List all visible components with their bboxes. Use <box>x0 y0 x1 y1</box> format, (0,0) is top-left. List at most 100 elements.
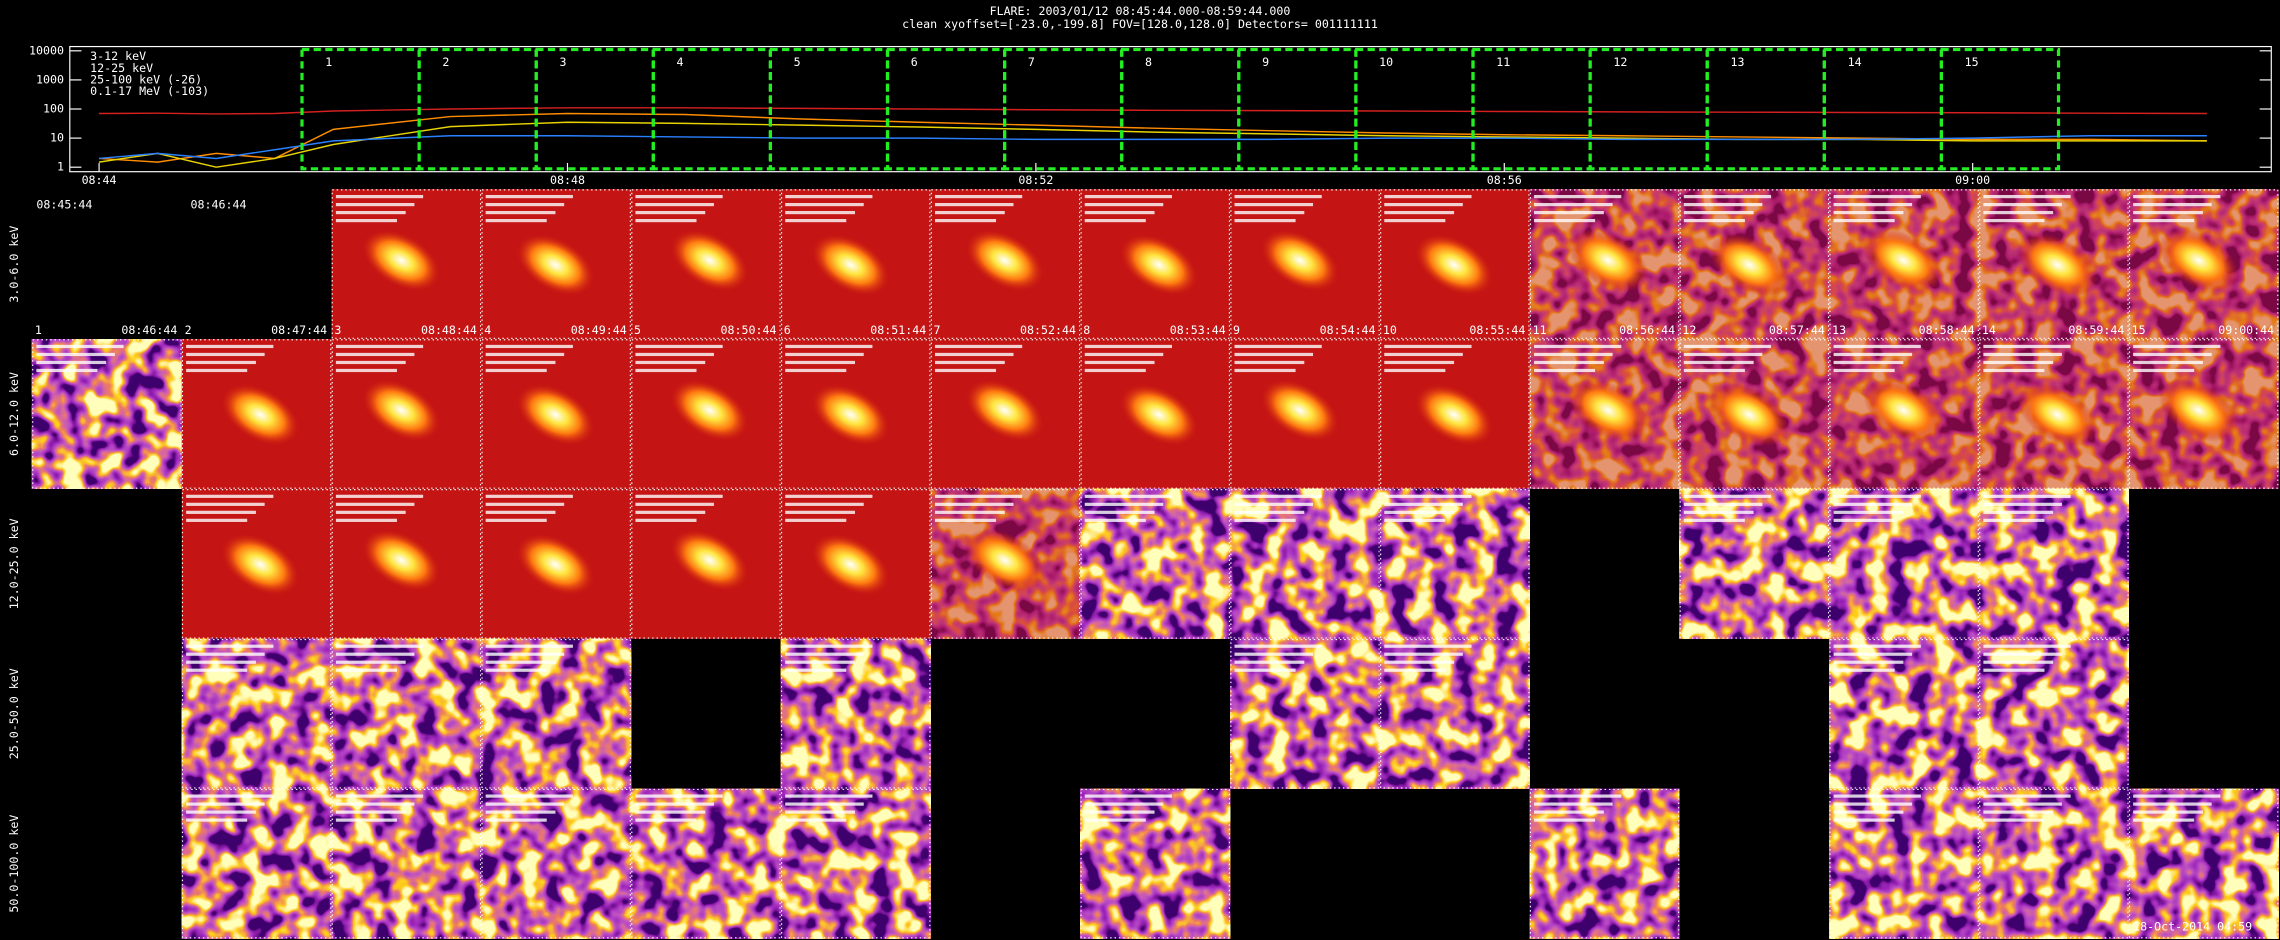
column-time: 08:59:44 <box>2068 323 2124 337</box>
tile-caption <box>335 344 424 349</box>
tile-caption <box>485 202 565 207</box>
tile-caption <box>934 502 1014 506</box>
interval-label: 1 <box>325 55 332 69</box>
interval-label: 15 <box>1965 55 1979 69</box>
tile-caption <box>934 194 1023 199</box>
image-tile <box>1379 638 1530 789</box>
image-tile <box>930 339 1081 489</box>
tile-caption <box>1384 194 1472 199</box>
tile-source <box>361 228 442 292</box>
image-tile <box>1979 189 2129 340</box>
tile-caption <box>1384 510 1455 514</box>
tile-caption <box>335 202 415 207</box>
subtitle: clean xyoffset=[-23.0,-199.8] FOV=[128.0… <box>902 17 1378 31</box>
tile-caption <box>785 518 847 522</box>
tile-caption <box>1983 652 2062 656</box>
interval-label: 9 <box>1262 55 1269 69</box>
tile-caption <box>1234 360 1305 365</box>
tile-caption <box>186 810 256 814</box>
tile-caption <box>635 510 706 514</box>
light-curve <box>98 112 2207 163</box>
tile-caption <box>1983 810 2054 814</box>
image-tile <box>1080 339 1231 489</box>
tile-caption <box>1384 660 1455 664</box>
tile-caption <box>1983 210 2054 215</box>
tile-border <box>1529 339 1680 489</box>
y-tick-label: 1 <box>57 160 64 174</box>
tile-border <box>2128 189 2279 339</box>
tile-border <box>780 788 931 939</box>
interval-box <box>1237 47 1358 171</box>
tile-caption <box>36 344 124 349</box>
tile-caption <box>1833 352 1913 357</box>
tile-caption <box>1983 218 2045 223</box>
tile-border <box>1979 638 2129 789</box>
tile-border <box>2128 788 2279 939</box>
interval-label: 6 <box>911 55 918 69</box>
tile-caption <box>934 494 1023 498</box>
tile-caption <box>635 794 723 798</box>
tile-border <box>331 489 482 639</box>
start-time: 08:46:44 <box>190 198 246 212</box>
interval-label: 4 <box>677 55 684 69</box>
tile-caption <box>1534 194 1622 199</box>
tile-caption <box>1683 344 1772 349</box>
image-tile <box>1829 339 1980 489</box>
image-tile <box>1379 488 1530 639</box>
tile-caption <box>1534 360 1604 365</box>
y-tick-label: 100 <box>43 102 64 116</box>
column-time: 08:51:44 <box>870 323 926 337</box>
tile-caption <box>1534 368 1596 373</box>
tile-caption <box>785 202 864 207</box>
tile-border <box>1380 189 1530 339</box>
tile-caption <box>485 360 556 365</box>
column-number: 6 <box>784 323 791 337</box>
row-label: 12.0-25.0 keV <box>7 518 21 609</box>
tile-caption <box>635 360 706 365</box>
tile-caption <box>335 194 424 199</box>
interval-box <box>1120 47 1241 171</box>
column-time: 08:47:44 <box>271 323 327 337</box>
interval-box <box>1588 47 1709 171</box>
y-tick-label: 10000 <box>29 43 64 57</box>
tile-source <box>2017 383 2098 447</box>
tile-caption <box>1234 194 1322 199</box>
image-tile <box>1529 189 1680 340</box>
tile-caption <box>485 352 565 357</box>
tile-caption <box>2133 194 2221 199</box>
tile-caption <box>186 360 256 365</box>
tile-caption <box>36 368 98 373</box>
tile-caption <box>635 202 714 207</box>
tile-caption <box>1234 644 1322 648</box>
tile-border <box>1829 489 1979 639</box>
tile-caption <box>785 510 855 514</box>
image-tile <box>31 339 182 489</box>
column-number: 3 <box>334 323 341 337</box>
tile-border <box>1829 788 1979 939</box>
column-time: 08:57:44 <box>1769 323 1825 337</box>
tile-source <box>1414 383 1495 447</box>
tile-caption <box>1833 210 1904 215</box>
tile-caption <box>785 210 855 215</box>
image-tile <box>481 339 632 489</box>
image-tile <box>481 488 632 639</box>
tile-caption <box>335 668 397 672</box>
tile-caption <box>934 344 1023 349</box>
tile-caption <box>186 344 274 349</box>
tile-caption <box>186 794 274 798</box>
tile-caption <box>1384 518 1446 522</box>
legend-entry: 25-100 keV (-26) <box>90 73 202 87</box>
tile-caption <box>1983 360 2054 365</box>
tile-caption <box>1983 818 2045 822</box>
tile-border <box>1679 489 1830 639</box>
column-time: 08:52:44 <box>1020 323 1076 337</box>
column-number: 14 <box>1982 323 1996 337</box>
tile-caption <box>1234 518 1296 522</box>
column-number: 5 <box>634 323 641 337</box>
tile-border <box>1979 189 2129 339</box>
tile-caption <box>635 810 706 814</box>
image-tile <box>2128 788 2279 939</box>
tile-caption <box>1833 644 1921 648</box>
image-tile <box>1679 488 1830 639</box>
tile-caption <box>1384 218 1446 223</box>
